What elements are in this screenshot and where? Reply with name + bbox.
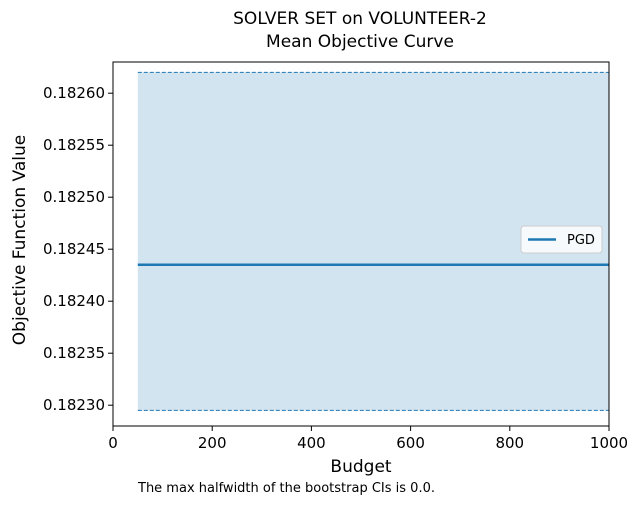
x-axis: 0 200 400 600 800 1000 <box>108 426 628 452</box>
plot-frame <box>112 61 610 427</box>
x-tick-label: 1000 <box>590 434 628 452</box>
plot-area <box>112 61 610 427</box>
x-axis-label: Budget <box>330 457 391 477</box>
chart-subtitle: Mean Objective Curve <box>266 32 454 52</box>
legend: PGD <box>520 225 603 254</box>
legend-label-pgd: PGD <box>567 233 595 248</box>
x-tick-label: 600 <box>396 434 425 452</box>
x-tick-label: 0 <box>108 434 118 452</box>
y-tick-label: 0.18240 <box>43 292 105 310</box>
legend-box <box>520 225 603 254</box>
y-axis-label: Objective Function Value <box>10 135 30 345</box>
ci-band-pgd <box>137 72 610 411</box>
y-tick-label: 0.18255 <box>43 136 105 154</box>
chart-title: SOLVER SET on VOLUNTEER-2 <box>233 9 487 29</box>
footnote: The max halfwidth of the bootstrap CIs i… <box>137 481 435 496</box>
x-tick-label: 800 <box>495 434 524 452</box>
x-tick-label: 200 <box>198 434 227 452</box>
y-tick-label: 0.18230 <box>43 396 105 414</box>
y-tick-label: 0.18245 <box>43 240 105 258</box>
y-axis: 0.18230 0.18235 0.18240 0.18245 0.18250 0.182… <box>43 84 113 414</box>
y-tick-label: 0.18250 <box>43 188 105 206</box>
x-tick-label: 400 <box>297 434 326 452</box>
y-tick-label: 0.18260 <box>43 84 105 102</box>
y-tick-label: 0.18235 <box>43 344 105 362</box>
